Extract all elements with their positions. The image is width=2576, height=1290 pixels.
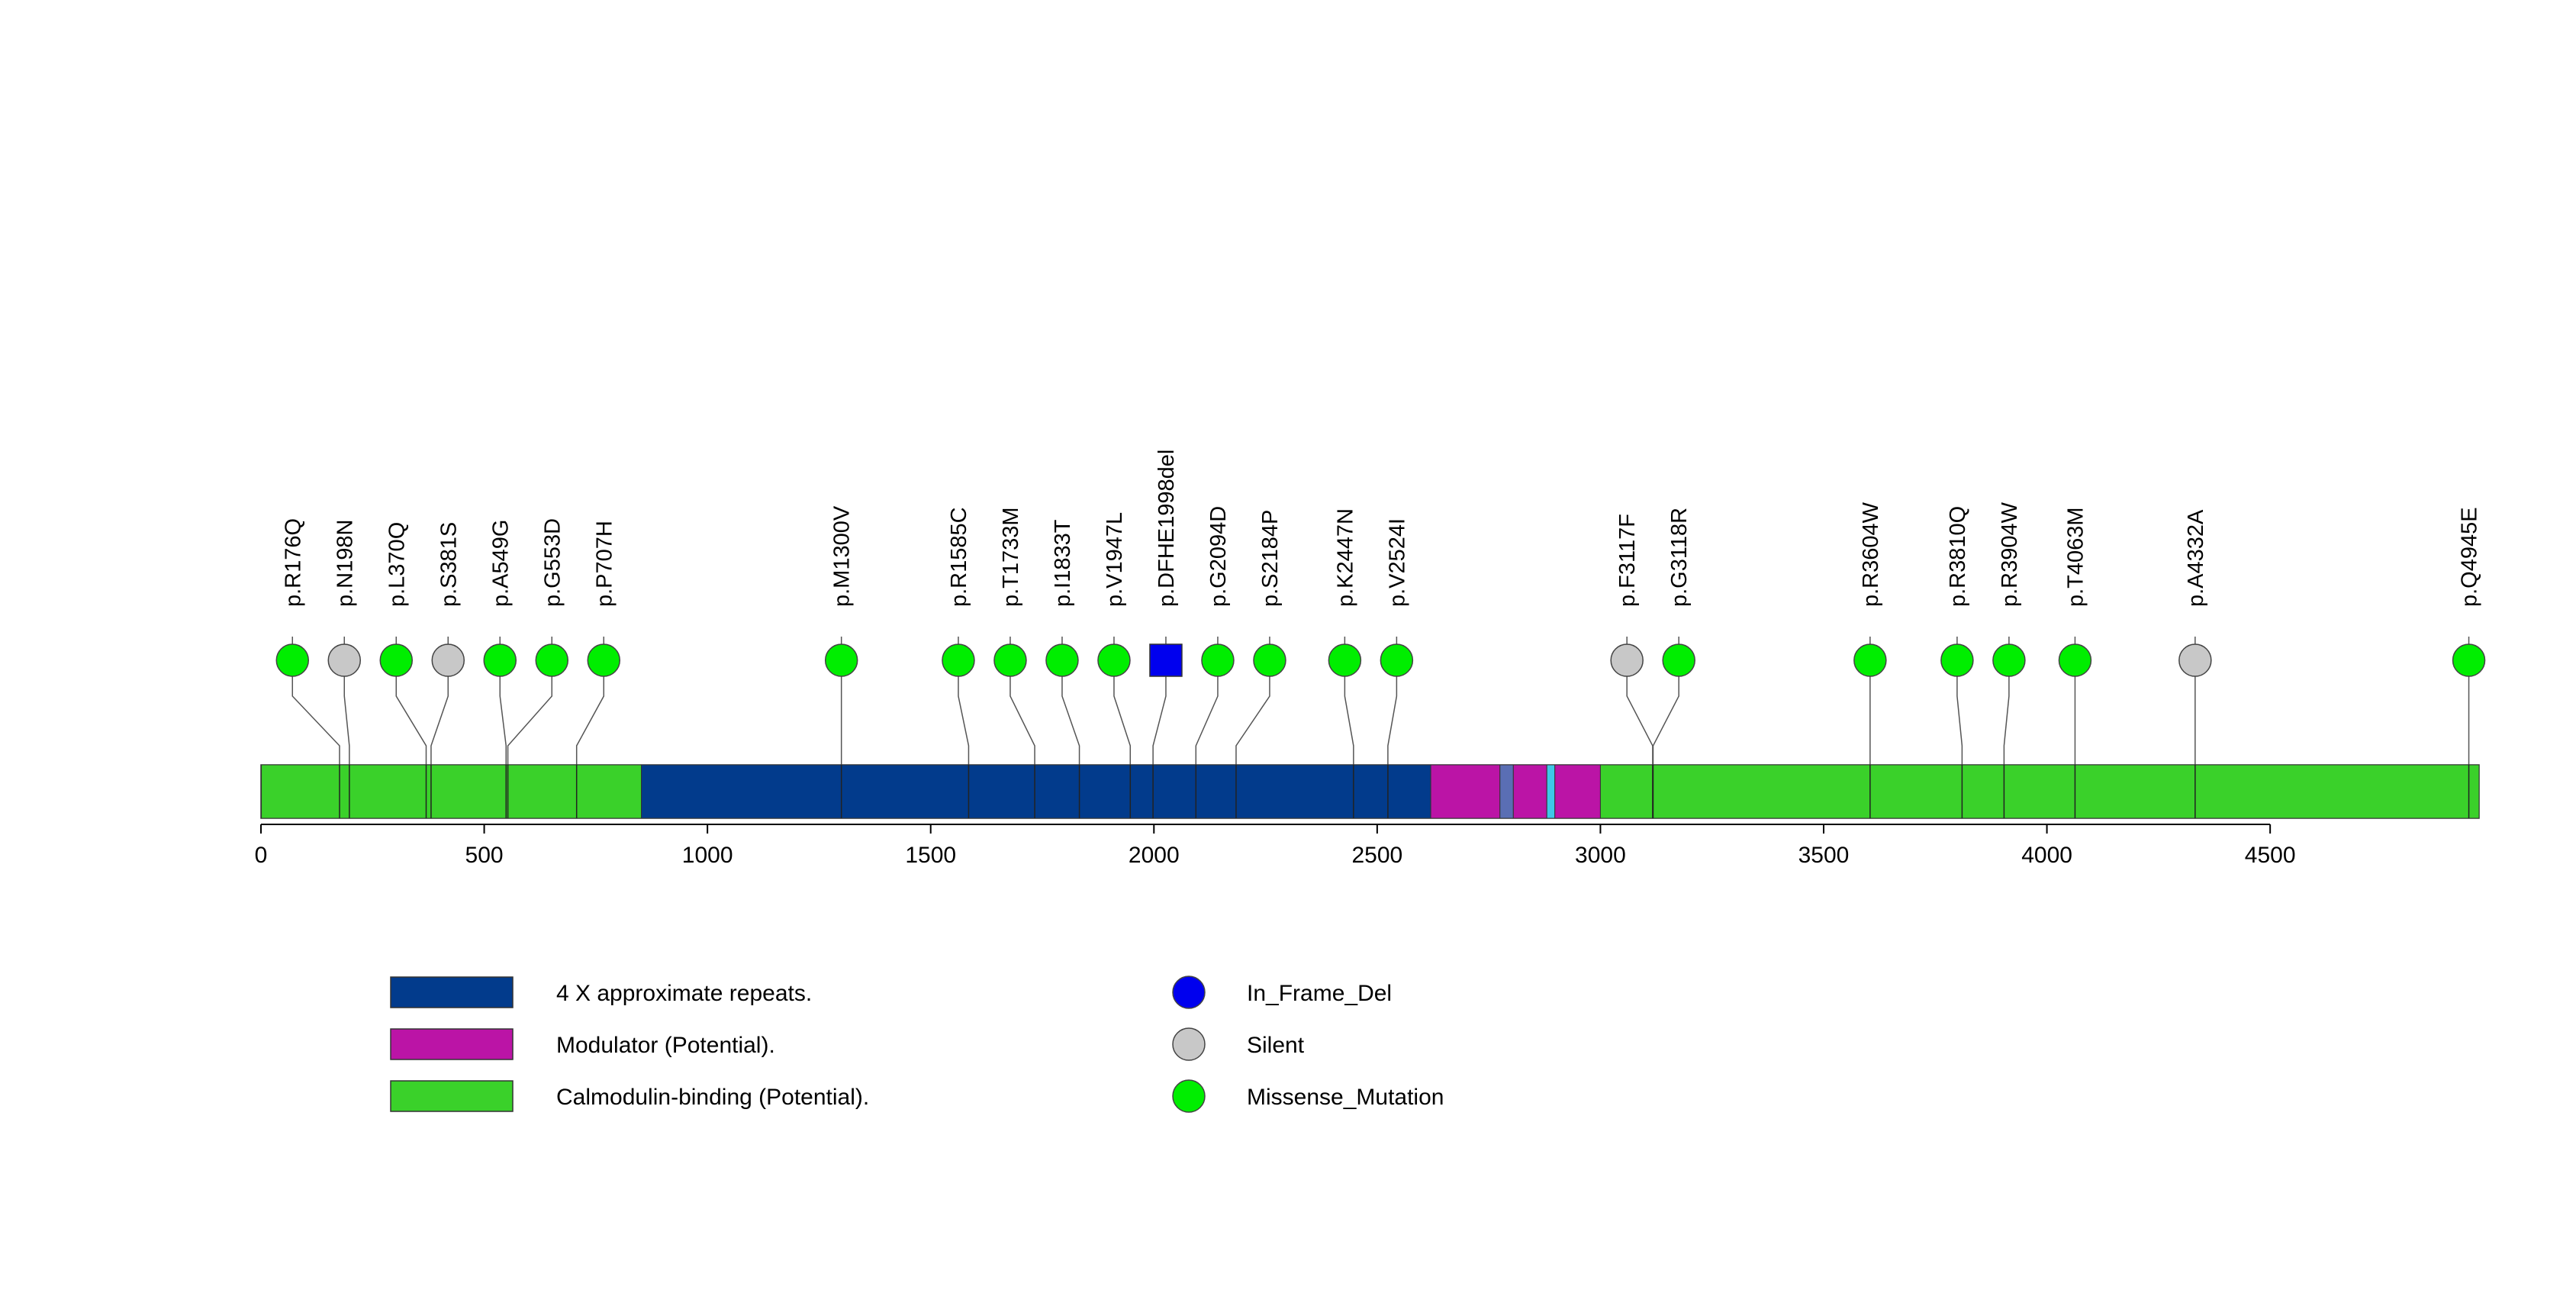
missense-marker xyxy=(1201,643,1235,677)
x-tick-label: 1500 xyxy=(905,843,956,868)
domain-modulator xyxy=(1554,764,1601,819)
missense-marker xyxy=(824,643,858,677)
missense-marker xyxy=(535,643,569,677)
domain-minor-region xyxy=(1546,764,1556,819)
missense-marker xyxy=(1253,643,1286,677)
mutation-label: p.N198N xyxy=(333,520,357,607)
domain-legend: 4 X approximate repeats. Modulator (Poten… xyxy=(390,976,869,1112)
missense-marker xyxy=(2058,643,2092,677)
mutation-label: p.F3117F xyxy=(1615,514,1640,607)
protein-ticks xyxy=(339,765,2470,818)
missense-marker xyxy=(1992,643,2026,677)
mutation-label: p.Q4945E xyxy=(2458,507,2482,607)
mutation-label: p.I1833T xyxy=(1051,519,1075,607)
missense-marker xyxy=(1097,643,1131,677)
mutation-label: p.R176Q xyxy=(281,518,305,607)
domain-modulator xyxy=(1430,764,1501,819)
in-frame-del-marker xyxy=(1149,643,1183,677)
missense-marker xyxy=(379,643,414,677)
mutation-label: p.R3604W xyxy=(1859,501,1883,607)
missense-marker xyxy=(1662,643,1695,677)
mutation-label: p.V1947L xyxy=(1103,512,1127,607)
mutation-label: p.T1733M xyxy=(999,507,1023,607)
missense-marker xyxy=(1940,643,1974,677)
domain-calmodulin-binding xyxy=(1599,764,2480,819)
mutation-legend-label: In_Frame_Del xyxy=(1247,981,1392,1006)
missense-marker xyxy=(2452,643,2486,677)
missense-marker xyxy=(993,643,1027,677)
mutation-legend-swatch xyxy=(1172,1079,1206,1113)
missense-marker xyxy=(483,643,517,677)
x-tick-label: 4000 xyxy=(2021,843,2072,868)
domain-minor-region xyxy=(1499,764,1514,819)
x-tick-label: 500 xyxy=(465,843,504,868)
silent-marker xyxy=(431,643,465,677)
mutation-legend-label: Missense_Mutation xyxy=(1247,1085,1444,1110)
mutation-label: p.G553D xyxy=(540,518,565,607)
mutation-legend-swatch xyxy=(1172,976,1206,1009)
x-axis: 0 500 1000 1500 2000 2500 3000 3500 4000 4500 xyxy=(255,824,2296,868)
mutation-label: p.K2447N xyxy=(1333,508,1357,607)
mutation-label: p.R3904W xyxy=(1998,501,2022,607)
silent-marker xyxy=(1610,643,1644,677)
mutation-label: p.DFHE1998del xyxy=(1154,450,1179,607)
mutation-legend: In_Frame_Del Silent Missense_Mutation xyxy=(1172,976,1444,1113)
mutation-label: p.S381S xyxy=(436,522,461,607)
x-tick-label: 0 xyxy=(255,843,268,868)
domain-legend-swatch xyxy=(390,1080,514,1112)
mutation-label: p.R3810Q xyxy=(1946,506,1970,607)
x-tick-label: 2000 xyxy=(1129,843,1180,868)
domain-repeats xyxy=(641,764,1431,819)
mutation-label: p.A4332A xyxy=(2184,509,2208,607)
x-tick-label: 3500 xyxy=(1798,843,1850,868)
x-tick-label: 2500 xyxy=(1351,843,1402,868)
x-tick-label: 1000 xyxy=(682,843,733,868)
missense-marker xyxy=(1853,643,1887,677)
missense-marker xyxy=(587,643,621,677)
missense-marker xyxy=(1380,643,1414,677)
mutation-label: p.P707H xyxy=(592,521,617,607)
x-tick-label: 4500 xyxy=(2245,843,2296,868)
mutation-label: p.G3118R xyxy=(1667,508,1692,607)
mutation-label: p.R1585C xyxy=(947,507,971,607)
silent-marker xyxy=(327,643,362,677)
missense-marker xyxy=(942,643,975,677)
domain-modulator xyxy=(1512,764,1547,819)
mutation-labels: p.R176Q p.N198N p.L370Q p.S381S p.A549G p.G55… xyxy=(281,450,2481,607)
mutation-label: p.A549G xyxy=(488,520,513,607)
mutation-label: p.G2094D xyxy=(1206,506,1231,607)
domain-calmodulin-binding xyxy=(261,764,642,819)
protein-bar xyxy=(260,764,2480,819)
missense-marker xyxy=(1328,643,1362,677)
mutation-label: p.V2524I xyxy=(1385,518,1409,607)
domain-legend-label: Calmodulin-binding (Potential). xyxy=(556,1085,869,1110)
domain-legend-swatch xyxy=(390,1028,514,1060)
missense-marker xyxy=(275,643,310,677)
domain-legend-swatch xyxy=(390,976,514,1008)
mutation-legend-swatch xyxy=(1172,1027,1206,1061)
mutation-markers xyxy=(275,643,2486,677)
x-tick-label: 3000 xyxy=(1575,843,1626,868)
mutation-label: p.M1300V xyxy=(830,505,855,607)
mutation-label: p.S2184P xyxy=(1258,510,1283,607)
domain-legend-label: 4 X approximate repeats. xyxy=(556,981,812,1006)
mutation-legend-label: Silent xyxy=(1247,1033,1305,1058)
missense-marker xyxy=(1045,643,1079,677)
mutation-label: p.L370Q xyxy=(385,522,409,607)
mutation-label: p.T4063M xyxy=(2063,507,2088,607)
silent-marker xyxy=(2178,643,2212,677)
domain-legend-label: Modulator (Potential). xyxy=(556,1033,775,1058)
